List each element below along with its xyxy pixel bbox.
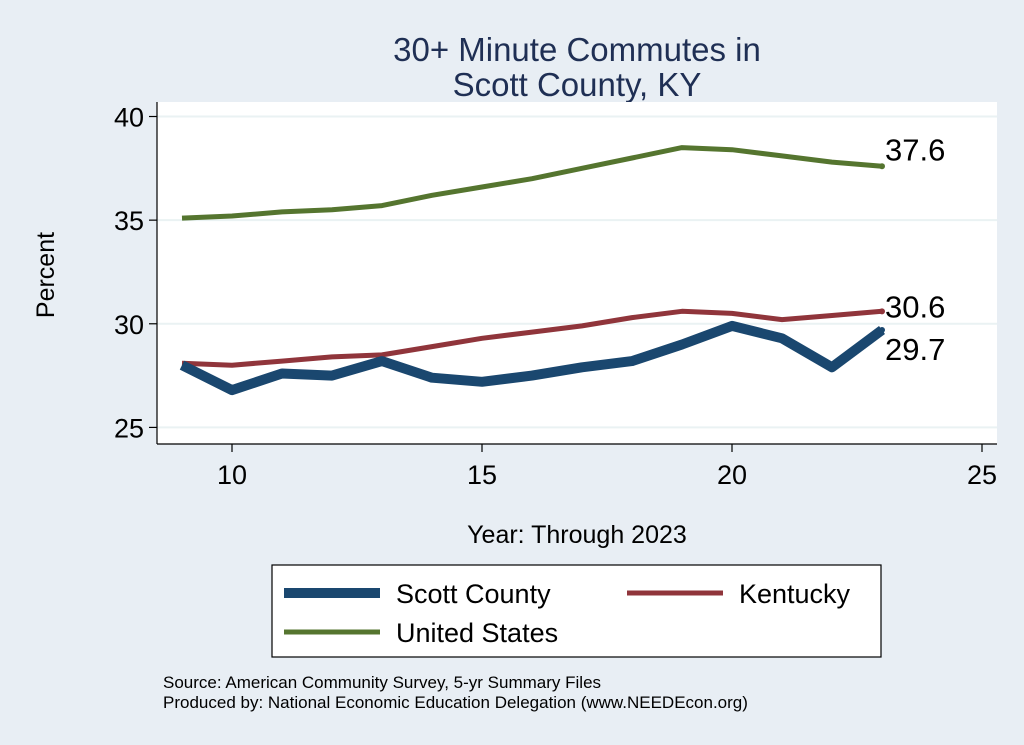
legend-box — [271, 564, 882, 658]
end-label-layer: 37.6 30.6 29.7 — [885, 132, 945, 367]
legend-label-scott-county: Scott County — [396, 579, 551, 609]
source-note: Source: American Community Survey, 5-yr … — [163, 673, 601, 692]
series-line-united-states — [181, 145, 883, 221]
axis-layer: 25 30 35 40 10 15 20 25 — [114, 102, 997, 490]
end-point-kentucky — [879, 308, 885, 315]
y-tick-label: 35 — [114, 206, 144, 236]
produced-by-note: Produced by: National Economic Education… — [163, 693, 748, 712]
y-tick-label: 40 — [114, 103, 144, 133]
x-tick-label: 25 — [967, 460, 997, 490]
plot-area — [157, 102, 997, 444]
x-axis-title: Year: Through 2023 — [467, 521, 687, 549]
series-line-kentucky — [181, 308, 883, 368]
legend-label-united-states: United States — [396, 618, 558, 648]
chart-title-line-1: 30+ Minute Commutes in — [393, 31, 761, 68]
legend: Scott County Kentucky United States — [271, 564, 882, 658]
x-tick-label: 15 — [467, 460, 497, 490]
end-label-kentucky: 30.6 — [885, 289, 945, 324]
series-layer — [179, 145, 885, 396]
chart-title-line-2: Scott County, KY — [453, 66, 702, 103]
y-tick-label: 25 — [114, 413, 144, 443]
end-label-united-states: 37.6 — [885, 132, 945, 167]
y-axis-title: Percent — [32, 232, 60, 318]
x-tick-label: 10 — [217, 460, 247, 490]
end-label-scott-county: 29.7 — [885, 332, 945, 367]
legend-label-kentucky: Kentucky — [739, 579, 851, 609]
x-tick-label: 20 — [717, 460, 747, 490]
end-point-scott-county — [879, 327, 885, 333]
end-point-united-states — [879, 163, 885, 170]
series-line-scott-county — [179, 320, 885, 396]
y-tick-label: 30 — [114, 310, 144, 340]
grid-layer — [157, 115, 997, 429]
